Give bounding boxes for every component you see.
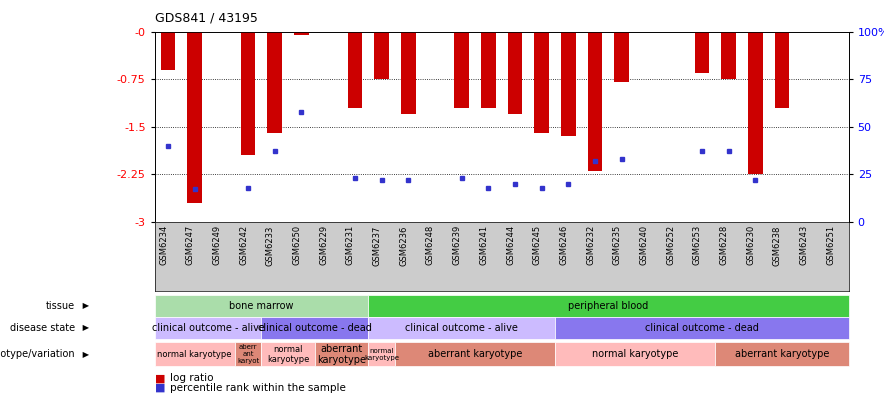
- Bar: [187, 32, 202, 203]
- Text: disease state: disease state: [10, 323, 75, 333]
- Text: aberr
ant
karyot: aberr ant karyot: [237, 344, 259, 364]
- Bar: [161, 32, 175, 70]
- Text: GSM6250: GSM6250: [293, 225, 301, 265]
- Text: ■: ■: [155, 373, 165, 383]
- Bar: [614, 32, 629, 82]
- Bar: [721, 32, 735, 79]
- Text: GSM6247: GSM6247: [186, 225, 194, 265]
- Text: clinical outcome - alive: clinical outcome - alive: [405, 323, 518, 333]
- Text: GSM6235: GSM6235: [613, 225, 621, 265]
- Text: GSM6244: GSM6244: [506, 225, 515, 265]
- Bar: [774, 32, 789, 108]
- Text: GSM6249: GSM6249: [212, 225, 221, 265]
- Text: aberrant karyotype: aberrant karyotype: [428, 349, 522, 359]
- Text: clinical outcome - alive: clinical outcome - alive: [152, 323, 264, 333]
- Text: GSM6230: GSM6230: [746, 225, 755, 265]
- Text: GSM6228: GSM6228: [720, 225, 728, 265]
- Text: GSM6239: GSM6239: [453, 225, 461, 265]
- Text: GSM6231: GSM6231: [346, 225, 354, 265]
- Bar: [534, 32, 549, 133]
- Text: GDS841 / 43195: GDS841 / 43195: [155, 12, 257, 25]
- Text: GSM6246: GSM6246: [560, 225, 568, 265]
- Text: GSM6241: GSM6241: [479, 225, 488, 265]
- Text: clinical outcome - dead: clinical outcome - dead: [645, 323, 758, 333]
- Text: GSM6237: GSM6237: [372, 225, 382, 266]
- Text: GSM6252: GSM6252: [667, 225, 675, 265]
- Text: GSM6236: GSM6236: [400, 225, 408, 266]
- Bar: [401, 32, 415, 114]
- Bar: [695, 32, 709, 73]
- Text: clinical outcome - dead: clinical outcome - dead: [258, 323, 372, 333]
- Bar: [588, 32, 602, 171]
- Text: normal karyotype: normal karyotype: [592, 349, 678, 359]
- Text: ■: ■: [155, 383, 165, 393]
- Text: ▶: ▶: [80, 301, 88, 310]
- Bar: [748, 32, 763, 174]
- Text: genotype/variation: genotype/variation: [0, 349, 75, 359]
- Text: normal karyotype: normal karyotype: [157, 350, 232, 359]
- Bar: [268, 32, 282, 133]
- Text: normal
karyotype: normal karyotype: [267, 345, 309, 364]
- Text: aberrant karyotype: aberrant karyotype: [735, 349, 829, 359]
- Text: GSM6238: GSM6238: [773, 225, 782, 266]
- Bar: [294, 32, 309, 35]
- Bar: [507, 32, 522, 114]
- Text: ▶: ▶: [80, 323, 88, 332]
- Text: GSM6245: GSM6245: [533, 225, 542, 265]
- Text: bone marrow: bone marrow: [229, 301, 293, 311]
- Bar: [347, 32, 362, 108]
- Text: GSM6229: GSM6229: [319, 225, 328, 265]
- Text: normal
karyotype: normal karyotype: [364, 348, 399, 361]
- Text: GSM6243: GSM6243: [800, 225, 809, 265]
- Text: GSM6242: GSM6242: [239, 225, 248, 265]
- Text: GSM6251: GSM6251: [827, 225, 835, 265]
- Bar: [561, 32, 575, 136]
- Text: GSM6240: GSM6240: [639, 225, 649, 265]
- Bar: [374, 32, 389, 79]
- Text: GSM6253: GSM6253: [693, 225, 702, 265]
- Bar: [481, 32, 496, 108]
- Text: GSM6248: GSM6248: [426, 225, 435, 265]
- Bar: [454, 32, 469, 108]
- Text: ▶: ▶: [80, 350, 88, 359]
- Text: GSM6233: GSM6233: [266, 225, 275, 266]
- Text: aberrant
karyotype: aberrant karyotype: [317, 343, 366, 365]
- Text: log ratio: log ratio: [170, 373, 213, 383]
- Bar: [240, 32, 255, 155]
- Text: GSM6232: GSM6232: [586, 225, 595, 265]
- Text: percentile rank within the sample: percentile rank within the sample: [170, 383, 346, 393]
- Text: GSM6234: GSM6234: [159, 225, 168, 265]
- Text: tissue: tissue: [46, 301, 75, 311]
- Text: peripheral blood: peripheral blood: [568, 301, 649, 311]
